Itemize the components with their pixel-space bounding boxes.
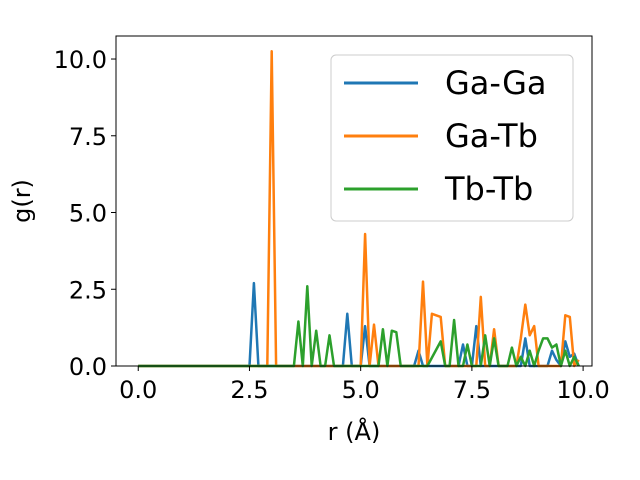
x-tick-label: 7.5 — [453, 376, 491, 404]
y-tick-label: 7.5 — [69, 123, 107, 151]
plot-area — [115, 35, 593, 368]
x-tick-label: 10.0 — [556, 376, 609, 404]
x-axis-label: r (Å) — [328, 417, 381, 446]
legend-box — [330, 54, 574, 222]
x-tick-label: 5.0 — [342, 376, 380, 404]
y-axis-label: g(r) — [8, 179, 36, 223]
series-line-ga-ga — [138, 281, 580, 368]
y-axis-ticks: 0.0 2.5 5.0 7.5 10.0 — [54, 46, 116, 381]
y-tick-label: 2.5 — [69, 276, 107, 304]
axes-frame — [115, 35, 593, 367]
y-tick-label: 0.0 — [69, 353, 107, 381]
legend-label-ga-tb: Ga-Tb — [445, 117, 538, 155]
y-tick-label: 10.0 — [54, 46, 107, 74]
y-tick-label: 5.0 — [69, 200, 107, 228]
legend: Ga-Ga Ga-Tb Tb-Tb — [330, 54, 574, 222]
legend-label-ga-ga: Ga-Ga — [445, 64, 547, 102]
series-line-tb-tb — [138, 284, 580, 368]
x-tick-label: 2.5 — [230, 376, 268, 404]
legend-label-tb-tb: Tb-Tb — [444, 170, 533, 208]
x-tick-label: 0.0 — [119, 376, 157, 404]
x-axis-ticks: 0.0 2.5 5.0 7.5 10.0 — [119, 366, 610, 404]
